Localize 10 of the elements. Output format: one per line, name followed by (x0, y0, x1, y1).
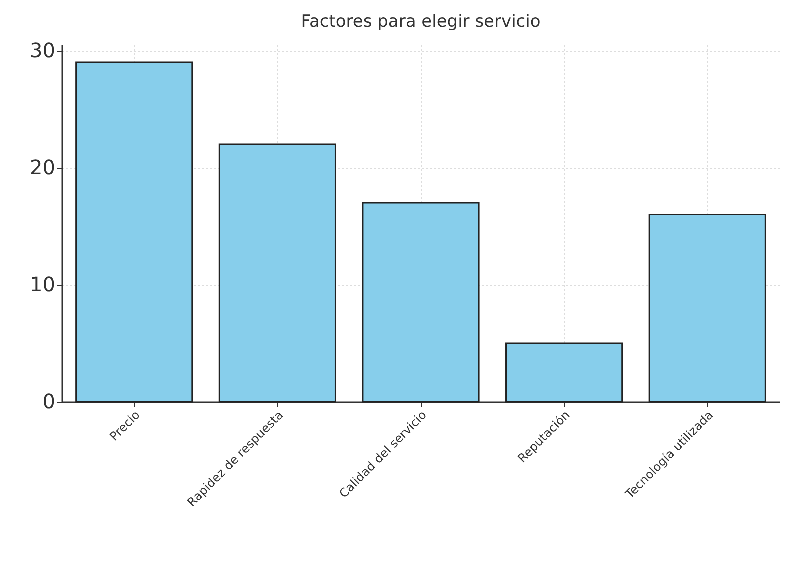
y-tick-label: 20 (30, 155, 56, 180)
chart-title: Factores para elegir servicio (301, 12, 541, 32)
bar (362, 202, 480, 403)
y-tick-label: 30 (30, 38, 56, 62)
bar (76, 62, 194, 403)
y-tick-label: 10 (30, 272, 56, 296)
bar (648, 214, 766, 403)
bar (218, 144, 336, 403)
y-tick-label: 0 (42, 390, 56, 414)
bar (506, 342, 624, 403)
